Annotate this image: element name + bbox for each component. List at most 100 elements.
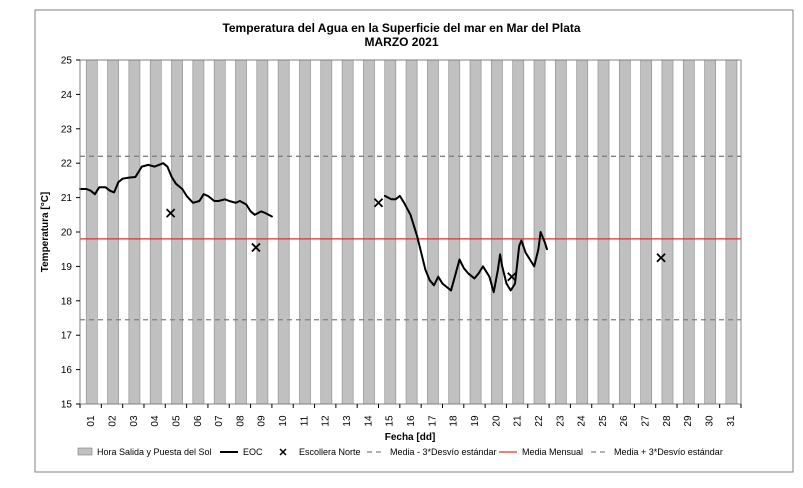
- x-axis-label: Fecha [dd]: [385, 432, 436, 443]
- x-tick-label: 10: [278, 415, 289, 427]
- legend-label: Hora Salida y Puesta del Sol: [97, 447, 212, 457]
- daylight-bar: [725, 59, 738, 405]
- daylight-bar: [256, 59, 269, 405]
- legend-label: Media + 3*Desvío estándar: [614, 447, 723, 457]
- daylight-bar: [85, 59, 98, 405]
- y-tick-label: 23: [61, 124, 73, 135]
- x-tick-label: 22: [534, 415, 545, 427]
- y-tick-label: 15: [61, 400, 73, 411]
- daylight-bar: [299, 59, 311, 405]
- x-tick-label: 21: [513, 415, 524, 427]
- legend-item: Escollera Norte: [279, 447, 361, 457]
- daylight-bar: [427, 59, 439, 405]
- daylight-bar: [682, 59, 695, 405]
- y-tick-label: 20: [61, 228, 73, 239]
- series-layer: [79, 162, 666, 294]
- x-tick-label: 26: [619, 415, 630, 427]
- marker-stroke: [373, 198, 384, 208]
- y-tick-label: 25: [61, 56, 73, 67]
- daylight-bar: [640, 59, 653, 405]
- series-point-escollera: [165, 208, 176, 218]
- legend: Hora Salida y Puesta del Sol EOC Escollera…: [77, 447, 723, 457]
- daylight-bar: [704, 59, 716, 405]
- legend-item: Media + 3*Desvío estándar: [591, 447, 723, 457]
- daylight-bar: [277, 59, 290, 405]
- x-tick-label: 31: [726, 415, 737, 427]
- daylight-bar: [149, 59, 162, 405]
- daylight-bar: [597, 59, 610, 405]
- daylight-bar: [533, 59, 546, 405]
- daylight-bar: [448, 59, 461, 405]
- legend-swatch: [77, 447, 93, 456]
- chart-subtitle: MARZO 2021: [364, 35, 439, 49]
- x-tick-label: 05: [171, 415, 182, 427]
- x-tick-label: 27: [641, 415, 652, 427]
- daylight-bar: [192, 59, 205, 405]
- daylight-bar: [576, 59, 589, 405]
- x-tick-label: 04: [150, 415, 161, 427]
- legend-item: Media - 3*Desvío estándar: [367, 447, 497, 457]
- daylight-bar: [661, 59, 674, 405]
- x-tick-label: 13: [342, 415, 353, 427]
- x-tick-label: 02: [107, 415, 118, 427]
- chart-title: Temperatura del Agua en la Superficie de…: [222, 21, 581, 35]
- x-tick-label: 19: [470, 415, 481, 427]
- legend-label: Escollera Norte: [299, 447, 361, 457]
- legend-item: EOC: [220, 447, 263, 457]
- legend-label: Media - 3*Desvío estándar: [390, 447, 497, 457]
- y-tick-label: 16: [61, 365, 73, 376]
- y-tick-label: 22: [61, 159, 73, 170]
- x-tick-label: 23: [555, 415, 566, 427]
- x-tick-label: 25: [598, 415, 609, 427]
- daylight-bar: [107, 59, 119, 405]
- daylight-bar: [512, 59, 525, 405]
- daylight-bar: [320, 59, 333, 405]
- marker-stroke: [507, 272, 517, 282]
- legend-swatch: [279, 448, 287, 456]
- x-tick-label: 06: [193, 415, 204, 427]
- y-tick-label: 19: [61, 262, 73, 273]
- legend-item: Hora Salida y Puesta del Sol: [77, 447, 212, 457]
- daylight-bar: [384, 59, 397, 405]
- y-tick-label: 21: [61, 193, 73, 204]
- daylight-bar: [341, 59, 354, 405]
- daylight-bar: [171, 59, 183, 405]
- chart-border: [34, 9, 794, 473]
- x-tick-label: 08: [235, 415, 246, 427]
- x-tick-label: 28: [662, 415, 673, 427]
- y-axis-label: Temperatura [°C]: [40, 192, 51, 273]
- series-point-escollera: [656, 253, 666, 263]
- legend-item: Media Mensual: [499, 447, 583, 457]
- daylight-bar: [491, 59, 503, 405]
- x-tick-label: 09: [257, 415, 268, 427]
- legend-label: Media Mensual: [522, 447, 583, 457]
- series-point-escollera: [373, 198, 384, 208]
- daylight-bar: [618, 59, 631, 405]
- daylight-bar: [555, 59, 567, 405]
- x-tick-label: 24: [577, 415, 588, 427]
- daylight-bar: [128, 59, 141, 405]
- daylight-bar: [213, 59, 226, 405]
- x-tick-label: 17: [427, 415, 438, 427]
- axes: 15 16 17 18 19 20 21 22 23 24 25 01 02 03 04 05 06 07 08 09…: [61, 56, 742, 427]
- x-tick-label: 29: [683, 415, 694, 427]
- x-tick-label: 20: [491, 415, 502, 427]
- x-tick-label: 16: [406, 415, 417, 427]
- y-tick-label: 18: [61, 296, 73, 307]
- x-tick-label: 03: [129, 415, 140, 427]
- x-tick-label: 18: [449, 415, 460, 427]
- daylight-bar: [363, 59, 375, 405]
- daylight-bars: [85, 59, 738, 405]
- daylight-bar: [469, 59, 482, 405]
- series-line-eoc: [383, 194, 548, 294]
- x-tick-label: 11: [299, 415, 310, 426]
- marker-stroke: [251, 242, 261, 253]
- y-tick-label: 17: [61, 331, 73, 342]
- y-tick-label: 24: [61, 90, 73, 101]
- marker-stroke: [165, 208, 176, 218]
- x-tick-label: 15: [385, 415, 396, 427]
- daylight-bar: [235, 59, 247, 405]
- series-point-escollera: [507, 272, 517, 282]
